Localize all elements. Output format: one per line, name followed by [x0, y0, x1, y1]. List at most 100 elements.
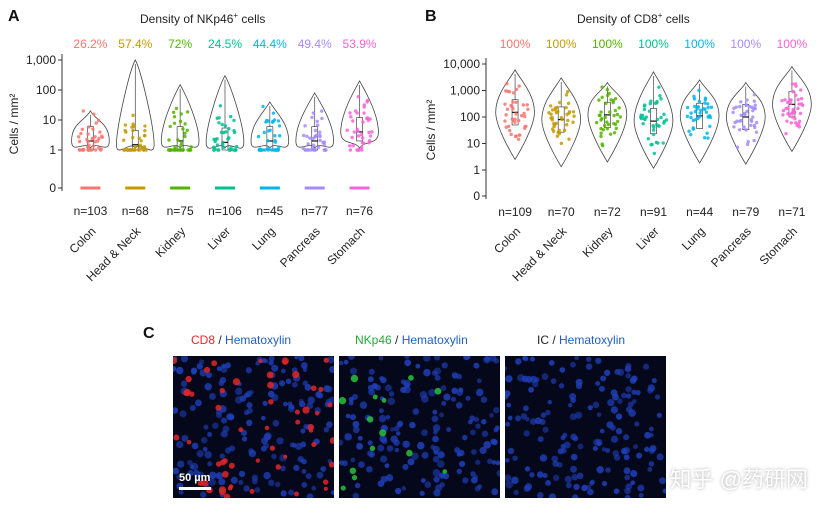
nucleus [525, 376, 533, 383]
nucleus [537, 492, 544, 498]
nucleus [522, 356, 527, 361]
data-point [352, 130, 357, 134]
data-point [262, 130, 267, 135]
nucleus [268, 360, 274, 366]
nucleus [268, 479, 275, 487]
nucleus [219, 453, 225, 459]
data-point [608, 110, 612, 114]
data-point [566, 101, 571, 106]
nucleus [326, 421, 333, 428]
stained-cell [264, 425, 270, 431]
nucleus [596, 441, 602, 447]
y-tick-label: 10 [467, 137, 481, 151]
data-point [553, 108, 558, 112]
n-label: n=76 [346, 204, 373, 218]
percent-label: 100% [500, 37, 531, 51]
data-point [503, 102, 507, 106]
nucleus [458, 460, 466, 468]
nucleus [443, 393, 451, 401]
nucleus [547, 399, 553, 405]
data-point [604, 101, 608, 106]
nucleus [388, 391, 395, 397]
nucleus [470, 449, 477, 455]
data-point [315, 119, 319, 123]
data-point [523, 124, 527, 129]
nucleus [366, 465, 373, 473]
data-point [87, 143, 91, 148]
nucleus [345, 413, 351, 419]
nucleus [625, 386, 632, 393]
nucleus [350, 457, 356, 463]
nucleus [469, 415, 476, 422]
data-point [737, 128, 742, 132]
nucleus [180, 380, 188, 388]
nucleus [545, 480, 551, 486]
data-point [179, 112, 183, 116]
nucleus [512, 455, 518, 461]
data-point [132, 148, 136, 152]
nucleus [421, 429, 428, 437]
nucleus [307, 396, 315, 404]
chart-b-cd8-density: 0 1 10 100 1,000 10,000 Cells / mm² 100% n=109 Co… [424, 37, 812, 284]
data-point [655, 101, 659, 105]
nucleus [271, 453, 277, 460]
percent-label: 100% [777, 37, 808, 51]
data-point [698, 108, 703, 112]
nucleus [394, 487, 402, 495]
percent-label: 100% [638, 37, 669, 51]
nucleus [339, 360, 344, 366]
nucleus [301, 481, 308, 488]
panel-a-title-post: cells [238, 12, 266, 26]
data-point [790, 111, 795, 116]
nucleus [390, 427, 395, 432]
data-point [266, 119, 270, 123]
data-point [786, 112, 790, 116]
nucleus [245, 367, 253, 374]
nucleus [605, 467, 611, 473]
data-point [506, 124, 511, 129]
stained-cell [223, 493, 231, 498]
data-point [613, 96, 618, 101]
nucleus [289, 442, 295, 448]
data-point [350, 135, 354, 140]
data-point [796, 106, 800, 111]
nucleus [215, 412, 223, 419]
stained-cell [282, 360, 288, 365]
data-point [355, 129, 360, 133]
nucleus [470, 471, 476, 477]
violin-kidney [160, 83, 200, 149]
data-point [703, 96, 708, 100]
nucleus [624, 494, 631, 498]
nucleus [203, 424, 209, 430]
nucleus [251, 474, 259, 481]
data-point [599, 110, 603, 114]
data-point [362, 105, 366, 109]
nucleus [505, 457, 510, 463]
stained-cell [218, 486, 226, 494]
y-tick-label: 1,000 [450, 84, 480, 98]
micrograph-nkp46-cells [339, 356, 500, 498]
data-point [86, 140, 90, 144]
nucleus [585, 363, 593, 370]
nucleus [574, 356, 580, 361]
percent-label: 24.5% [208, 37, 242, 51]
stained-cell [215, 404, 222, 411]
data-point [318, 133, 322, 138]
data-point [215, 143, 220, 147]
data-point [318, 138, 322, 143]
data-point [361, 120, 365, 124]
data-point [96, 118, 101, 123]
nucleus [357, 435, 363, 441]
stained-cell [302, 406, 310, 414]
nucleus [615, 413, 623, 420]
n-label: n=44 [686, 205, 713, 219]
caption-stain-cd8: CD8 [191, 333, 216, 347]
stained-cell [329, 437, 334, 444]
stained-cell [323, 357, 329, 363]
stained-cell [328, 461, 334, 468]
data-point [547, 111, 551, 115]
nucleus [480, 396, 488, 403]
stained-cell [372, 394, 378, 400]
nucleus [300, 428, 306, 434]
data-point [789, 121, 793, 125]
